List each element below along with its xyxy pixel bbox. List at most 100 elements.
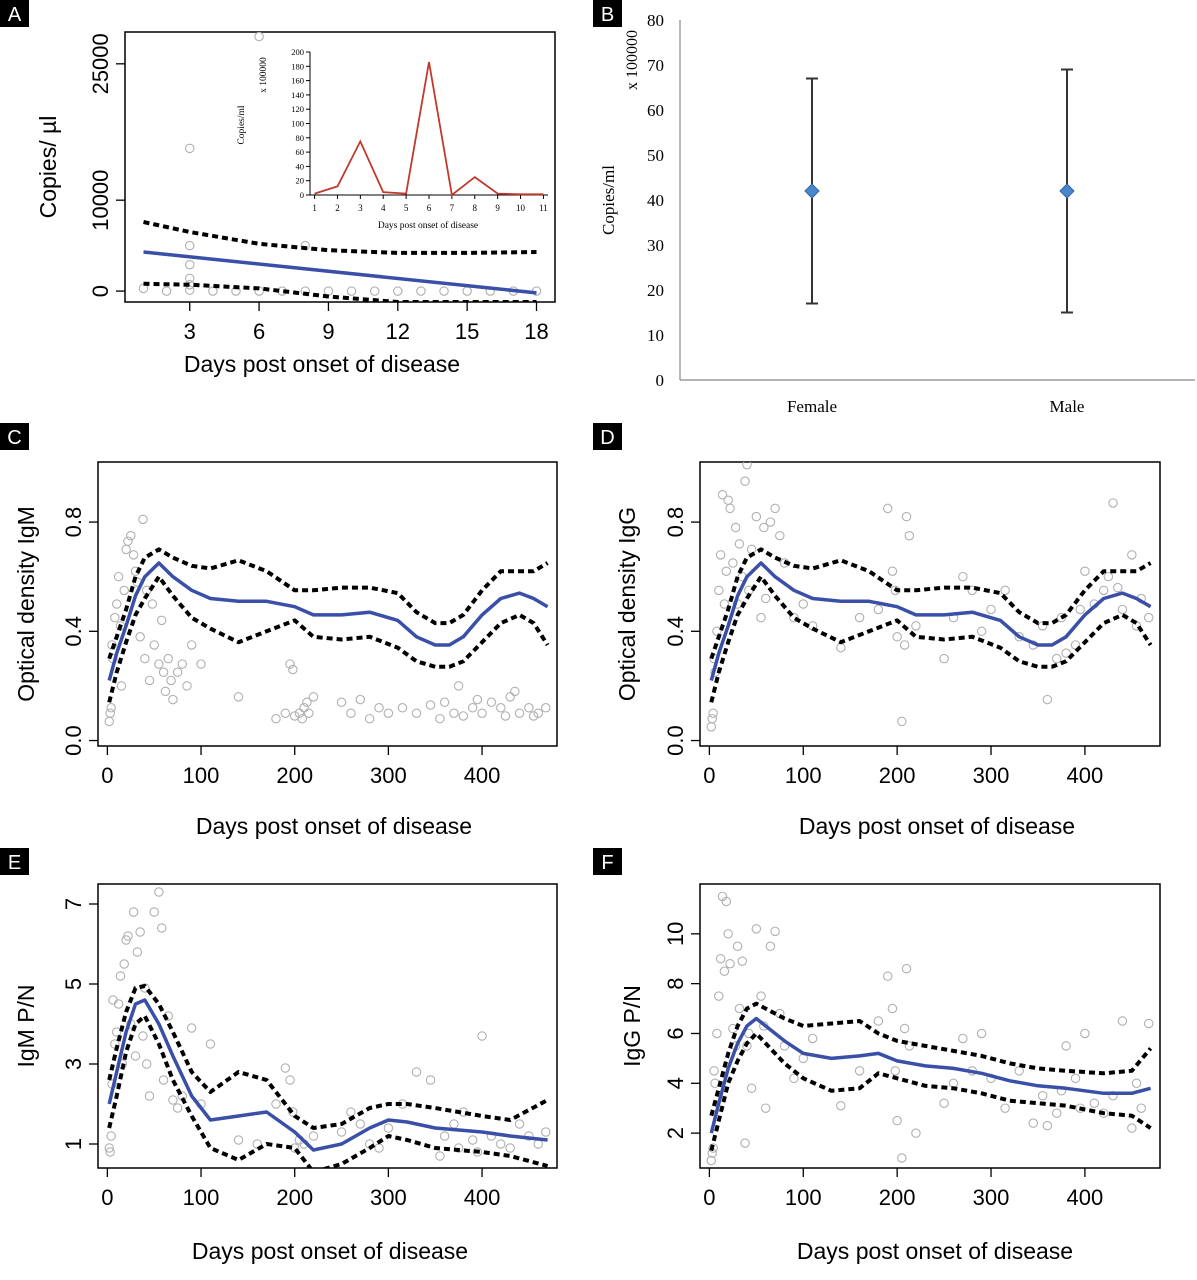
panel-label-box-a	[0, 0, 29, 27]
data-point-d	[798, 599, 809, 609]
data-point-e	[132, 947, 143, 957]
y-tick-label-c: 0.8	[61, 507, 86, 538]
data-point-c	[271, 713, 281, 724]
data-point-e	[156, 923, 167, 933]
x-tick-label-c: 0	[101, 763, 113, 788]
data-point-e	[186, 1023, 197, 1033]
data-point-f	[883, 971, 893, 981]
data-point-c	[486, 697, 497, 708]
data-point-f	[1080, 1028, 1090, 1039]
inset-y-tick-label: 160	[291, 76, 304, 86]
data-point-c	[107, 640, 117, 650]
data-point-f	[714, 991, 724, 1001]
data-point-d	[1075, 604, 1085, 615]
inset-y-tick-label: 120	[291, 104, 304, 114]
data-point-c	[524, 703, 534, 713]
data-point-d	[715, 550, 726, 560]
data-point-f	[737, 956, 747, 966]
data-point-c	[500, 711, 511, 721]
data-point-e	[168, 1095, 178, 1105]
y-tick-label-b: 50	[647, 146, 664, 165]
data-point-e	[383, 1123, 394, 1133]
x-axis-label-a: Days post onset of disease	[184, 351, 460, 377]
data-point-f	[873, 1016, 884, 1026]
data-point-e	[104, 1143, 114, 1153]
data-point-f	[1014, 1066, 1024, 1076]
data-point-c	[425, 700, 436, 710]
panel-label-box-e	[0, 848, 29, 875]
y-tick-label-f: 6	[663, 1027, 688, 1039]
data-point-d	[883, 503, 893, 514]
panel-label-d: D	[600, 427, 614, 449]
data-point-c	[285, 659, 295, 669]
y-tick-label-f: 2	[663, 1127, 688, 1139]
fit-line-c	[107, 561, 549, 681]
data-point-c	[104, 716, 114, 727]
marker-female	[804, 183, 820, 199]
data-point-c	[158, 667, 169, 678]
data-point-e	[280, 1063, 291, 1073]
data-point-e	[496, 1139, 506, 1149]
data-point-f	[1127, 1123, 1137, 1133]
x-tick-label-f: 0	[703, 1185, 715, 1210]
x-axis-label-d: Days post onset of disease	[799, 813, 1075, 839]
inset-x-tick-label: 8	[473, 203, 478, 213]
data-point-c	[166, 675, 176, 686]
data-point-a	[184, 259, 195, 270]
data-point-e	[123, 931, 133, 941]
data-point-c	[383, 708, 394, 718]
fit-line-d	[709, 561, 1152, 681]
inset-y-tick-label: 60	[296, 147, 305, 157]
data-point-e	[271, 1099, 281, 1109]
data-point-f	[756, 991, 766, 1001]
inset-y-tick-label: 140	[291, 90, 304, 100]
panel-d: D 0 100 200 300 400 0.0 0.4 0.8 Days post onset…	[593, 423, 1161, 839]
x-tick-label-d: 100	[785, 763, 822, 788]
data-point-f	[765, 941, 776, 952]
data-point-e	[355, 1119, 366, 1129]
data-point-c	[528, 711, 539, 721]
inset-y-tick-label: 20	[296, 176, 305, 186]
data-point-e	[472, 1147, 483, 1157]
x-tick-label-e: 400	[464, 1185, 501, 1210]
data-point-c	[458, 711, 469, 721]
data-point-f	[1000, 1103, 1010, 1113]
data-point-e	[374, 1143, 384, 1153]
panel-label-f: F	[601, 852, 613, 874]
data-point-f	[854, 1066, 865, 1076]
data-point-c	[119, 585, 129, 596]
data-point-c	[411, 708, 422, 718]
y-tick-label-b: 0	[656, 371, 665, 390]
y-tick-label-a: 10000	[88, 170, 113, 231]
data-point-d	[1113, 582, 1123, 593]
y-axis-label-c: Optical density IgM	[13, 506, 39, 702]
data-point-f	[789, 1073, 799, 1084]
data-point-e	[138, 1031, 148, 1041]
x-tick-label-f: 200	[879, 1185, 916, 1210]
data-point-c	[233, 692, 244, 702]
y-tick-label-b: 20	[647, 281, 664, 300]
data-point-a	[184, 143, 195, 154]
inset-x-tick-label: 4	[381, 203, 386, 213]
data-point-e	[172, 1103, 183, 1113]
data-point-a	[323, 286, 334, 296]
y-tick-label-a: 0	[88, 285, 113, 297]
plot-frame-a	[124, 31, 556, 303]
data-point-f	[770, 926, 780, 937]
fit-line-e	[107, 998, 548, 1152]
plot-area-d	[706, 462, 1154, 732]
data-point-d	[1108, 498, 1118, 508]
data-point-d	[1098, 585, 1109, 596]
inset-y-tick-label: 100	[291, 119, 304, 129]
data-point-c	[144, 675, 155, 686]
y-axis-label-b: Copies/ml	[599, 165, 618, 235]
ci-lower-line-c	[107, 574, 550, 703]
category-label-female: Female	[787, 397, 837, 416]
data-point-a	[254, 32, 264, 42]
data-point-e	[108, 995, 118, 1005]
inset-x-tick-label: 7	[450, 203, 455, 213]
data-point-e	[346, 1107, 356, 1117]
data-point-d	[899, 640, 910, 650]
data-point-f	[899, 1023, 910, 1034]
data-point-c	[346, 708, 356, 718]
